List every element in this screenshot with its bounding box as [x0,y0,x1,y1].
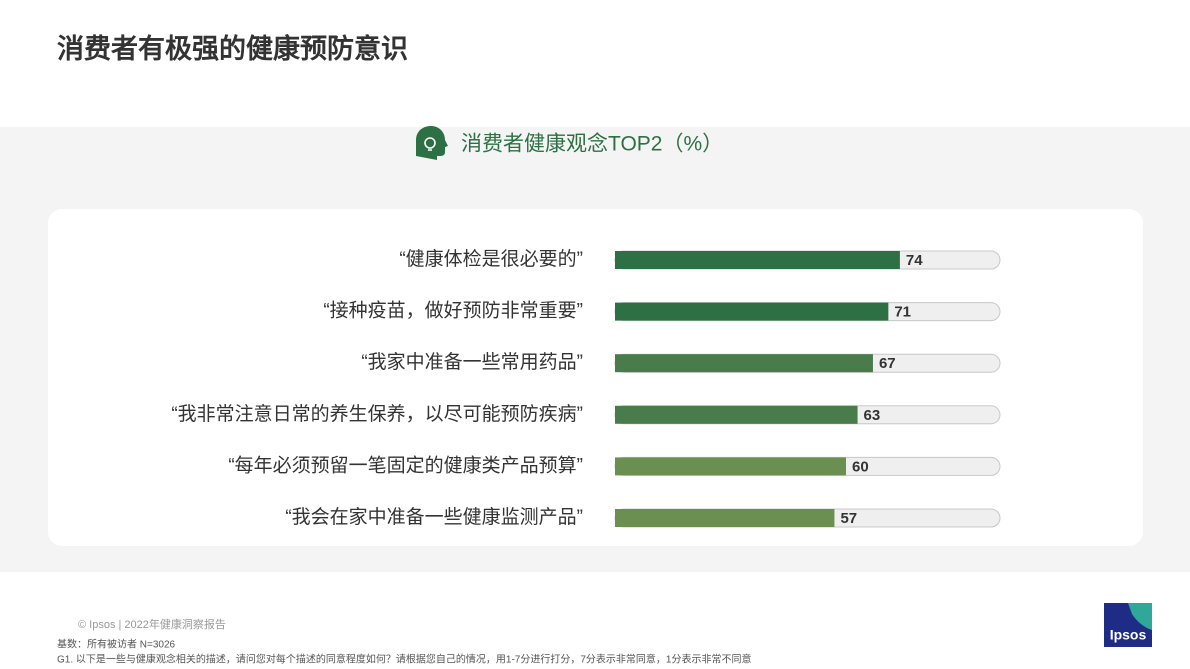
value-label: 67 [879,355,896,372]
category-label: “我非常注意日常的养生保养，以尽可能预防疾病” [171,403,583,425]
value-label: 74 [906,252,923,269]
base-note: 基数：所有被访者 N=3026 [57,638,176,651]
category-label: “每年必须预留一笔固定的健康类产品预算” [228,454,583,476]
value-label: 71 [894,304,911,321]
bar [615,251,900,269]
logo: Ipsos [1104,603,1152,647]
plot: “健康体检是很必要的” 74 “接种疫苗，做好预防非常重要” 71 “我家中准备一些常用… [171,248,1001,528]
category-label: “我会在家中准备一些健康监测产品” [285,506,583,528]
chart-title: 消费者健康观念TOP2（%） [461,133,723,156]
category-label: “我家中准备一些常用药品” [361,351,583,373]
bar [615,405,858,424]
icon [416,126,448,160]
category-label: “健康体检是很必要的” [399,248,583,270]
value-label: 60 [852,458,869,475]
value-label: 63 [864,407,881,424]
value-label: 57 [840,510,857,527]
slide-title: 消费者有极强的健康预防意识 [57,33,408,64]
bar [615,457,846,476]
copyright: © Ipsos | 2022年健康洞察报告 [78,617,226,631]
category-label: “接种疫苗，做好预防非常重要” [323,300,583,322]
bar [615,302,889,321]
bar [615,354,873,373]
question-note: G1. 以下是一些与健康观念相关的描述，请问您对每个描述的同意程度如何？请根据您… [57,653,751,666]
logo-text: Ipsos [1110,627,1147,643]
bar [615,509,835,527]
